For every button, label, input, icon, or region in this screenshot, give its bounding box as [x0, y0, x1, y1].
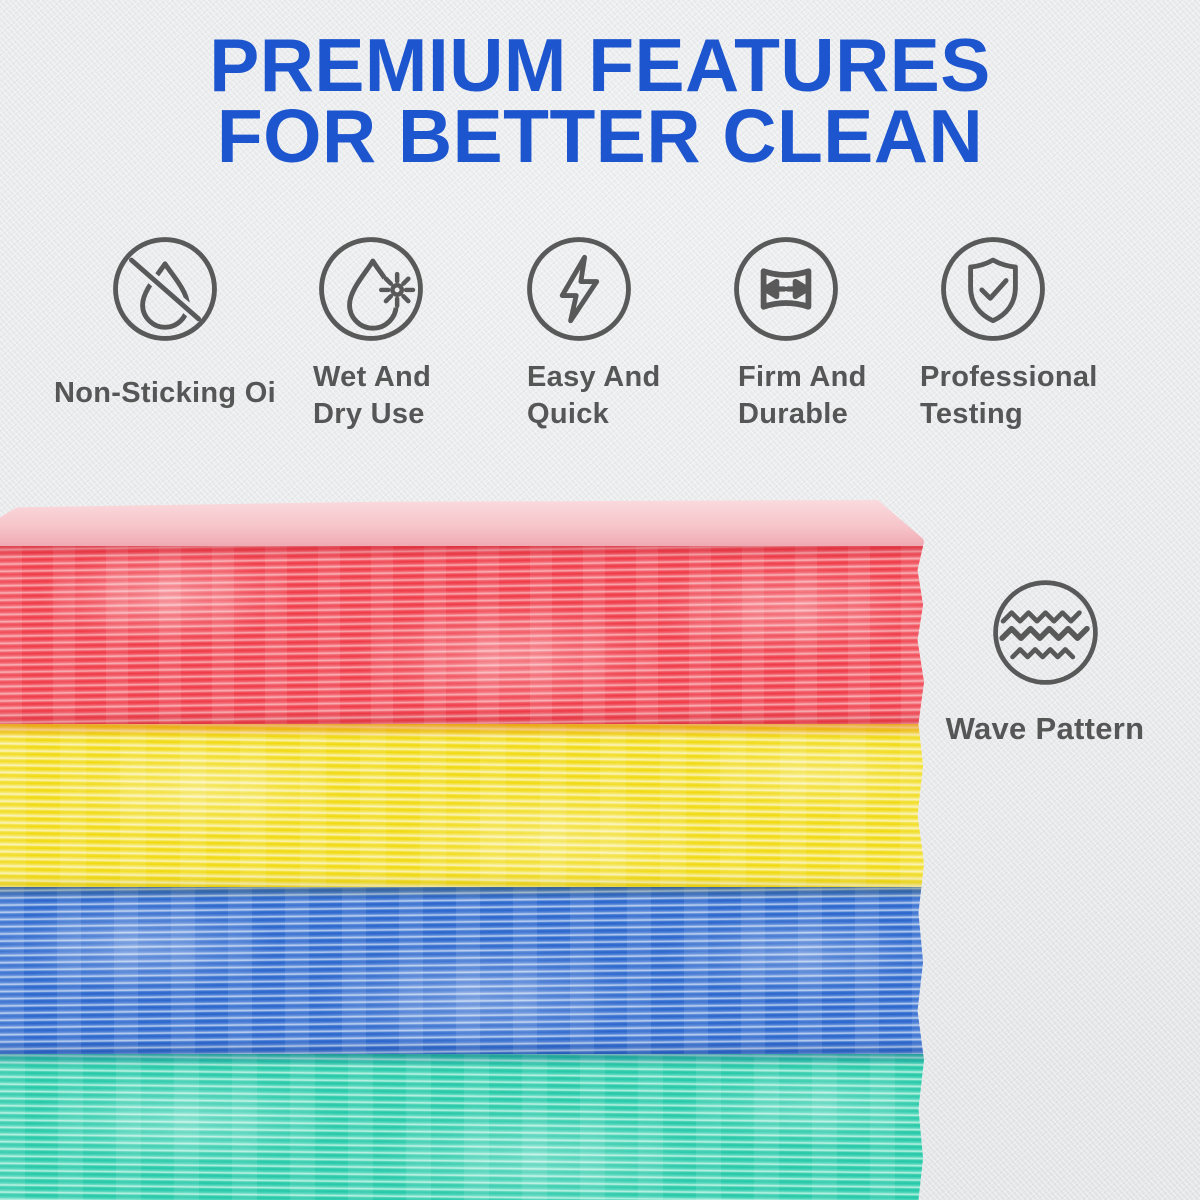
feature-label: Easy And Quick [527, 361, 661, 430]
stack-layer-teal [0, 1054, 924, 1200]
wave-pattern-callout: Wave Pattern [945, 576, 1145, 747]
shield-check-icon [941, 237, 1045, 341]
title-line-2: FOR BETTER CLEAN [216, 94, 984, 178]
feature-easy-quick: Easy And Quick [527, 233, 660, 433]
feature-wet-dry: Wet And Dry Use [313, 233, 431, 433]
stack-layer-yellow [0, 724, 924, 887]
cloth-stack [0, 500, 924, 1200]
stretch-cloth-arrows-icon [734, 237, 838, 341]
feature-label: Firm And Durable [738, 361, 867, 430]
wave-pattern-icon [992, 580, 1098, 685]
stack-top-surface-pink [0, 500, 924, 546]
drop-sun-icon [319, 237, 423, 341]
page-title: PREMIUM FEATURES FOR BETTER CLEAN [0, 23, 1200, 178]
feature-label: Non-Sticking Oi [54, 377, 276, 409]
no-oil-drop-icon [113, 237, 217, 341]
stack-layer-red [0, 546, 924, 724]
feature-non-sticking-oil: Non-Sticking Oi [40, 233, 290, 412]
lightning-icon [527, 237, 631, 341]
title-line-1: PREMIUM FEATURES [209, 23, 991, 107]
feature-firm-durable: Firm And Durable [734, 233, 867, 433]
stack-layer-blue [0, 887, 924, 1054]
feature-label: Wet And Dry Use [313, 361, 432, 430]
feature-professional-testing: Professional Testing [920, 233, 1098, 433]
wave-pattern-label: Wave Pattern [945, 711, 1145, 746]
feature-label: Professional Testing [920, 361, 1098, 430]
